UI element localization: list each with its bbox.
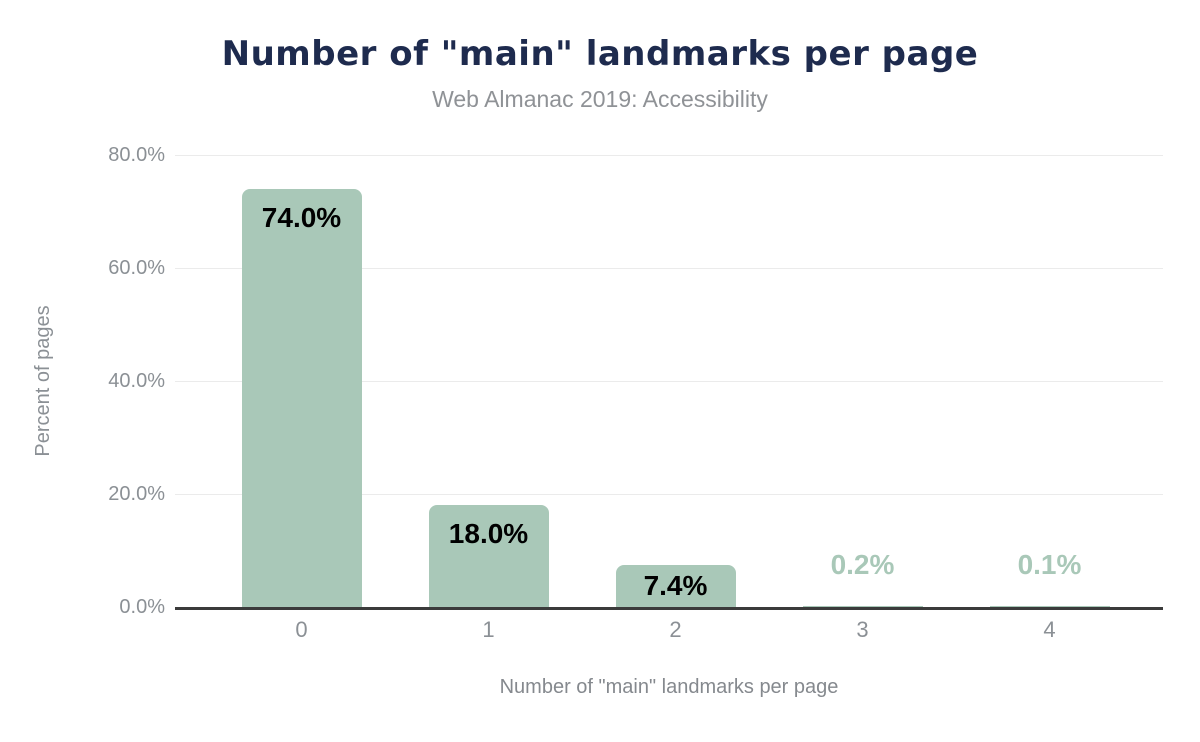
plot-area: 74.0% 18.0% 7.4% 0.2% 0.1% — [175, 155, 1163, 610]
chart-subtitle: Web Almanac 2019: Accessibility — [432, 86, 768, 112]
bar[interactable] — [802, 605, 923, 607]
bar[interactable] — [615, 565, 736, 607]
bar-slot: 0.2% — [769, 155, 956, 607]
x-tick-label: 3 — [856, 617, 869, 642]
bar[interactable] — [428, 505, 549, 607]
bar[interactable] — [989, 606, 1110, 607]
bar-value-label: 0.2% — [830, 548, 895, 580]
x-tick-label: 0 — [295, 617, 308, 642]
gridline — [175, 268, 1163, 269]
x-tick-label: 1 — [482, 617, 495, 642]
x-tick-label: 2 — [669, 617, 682, 642]
bar-value-label: 0.1% — [1017, 549, 1082, 581]
x-axis-title: Number of "main" landmarks per page — [499, 676, 839, 698]
bar-value-label: 7.4% — [643, 570, 708, 602]
x-axis-ticks: 0 1 2 3 4 — [208, 617, 1143, 643]
x-tick-label: 4 — [1043, 617, 1056, 642]
bar-slot: 0.1% — [956, 155, 1143, 607]
bar-slot: 7.4% — [582, 155, 769, 607]
y-tick-label: 80.0% — [108, 144, 165, 166]
y-tick-label: 20.0% — [108, 483, 165, 505]
bar-slot: 18.0% — [395, 155, 582, 607]
gridline — [175, 494, 1163, 495]
bar-value-label: 18.0% — [448, 518, 529, 550]
y-tick-label: 40.0% — [108, 370, 165, 392]
y-tick-label: 60.0% — [108, 257, 165, 279]
gridline — [175, 381, 1163, 382]
bar-slot: 74.0% — [208, 155, 395, 607]
bars: 74.0% 18.0% 7.4% 0.2% 0.1% — [208, 155, 1143, 607]
chart-title: Number of "main" landmarks per page — [221, 34, 979, 74]
bar[interactable] — [241, 188, 362, 607]
gridline — [175, 155, 1163, 156]
y-axis-ticks: 80.0% 60.0% 40.0% 20.0% 0.0% — [0, 0, 165, 742]
bar-value-label: 74.0% — [261, 201, 342, 233]
y-tick-label: 0.0% — [119, 596, 165, 618]
